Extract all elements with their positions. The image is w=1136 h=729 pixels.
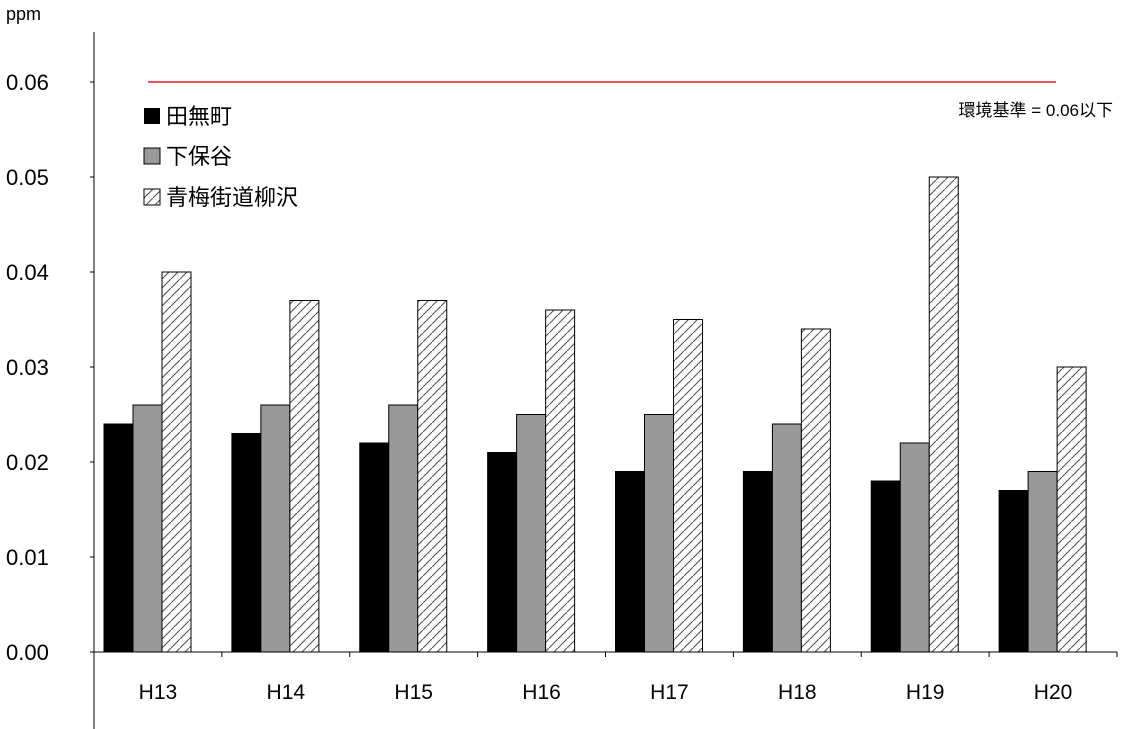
reference-line-label: 環境基準 = 0.06以下 xyxy=(959,101,1113,120)
x-category-label: H17 xyxy=(650,681,689,704)
legend-label-oume-kaido-yanagisawa: 青梅街道柳沢 xyxy=(166,185,298,210)
x-category-label: H13 xyxy=(139,681,178,704)
bar-oume-kaido-yanagisawa xyxy=(161,271,192,653)
y-tick-label: 0.00 xyxy=(6,640,49,665)
x-category-label: H19 xyxy=(906,681,945,704)
x-category-label: H15 xyxy=(394,681,433,704)
bar-tanashi xyxy=(103,423,134,653)
x-category-label: H16 xyxy=(522,681,561,704)
category-labels: H13 H14 H15 H16 H17 H18 H19 H20 xyxy=(139,681,1073,704)
y-tick-label: 0.02 xyxy=(6,450,49,475)
bars xyxy=(103,176,1087,653)
bar-tanashi xyxy=(870,480,901,653)
bar-tanashi xyxy=(359,442,390,653)
bar-shimohoya xyxy=(771,423,802,653)
bar-shimohoya xyxy=(516,414,547,653)
bar-shimohoya xyxy=(260,404,291,653)
bar-shimohoya xyxy=(388,404,419,653)
legend-swatch-shimohoya xyxy=(143,147,161,165)
bar-oume-kaido-yanagisawa xyxy=(800,328,831,653)
x-category-label: H18 xyxy=(778,681,817,704)
legend-swatch-oume-kaido-yanagisawa xyxy=(143,188,161,206)
bar-oume-kaido-yanagisawa xyxy=(673,319,703,653)
bar-oume-kaido-yanagisawa xyxy=(289,300,320,653)
y-tick-label: 0.04 xyxy=(6,260,49,285)
x-category-label: H20 xyxy=(1034,681,1073,704)
legend-label-tanashi: 田無町 xyxy=(166,104,232,129)
y-axis-ticks: 0.00 0.01 0.02 0.03 0.04 0.05 0.06 xyxy=(6,70,94,665)
bar-tanashi xyxy=(231,433,262,653)
bar-shimohoya xyxy=(644,414,674,653)
legend: 田無町 下保谷 青梅街道柳沢 xyxy=(143,104,298,210)
bar-tanashi xyxy=(742,471,773,653)
bar-shimohoya xyxy=(899,442,930,653)
legend-label-shimohoya: 下保谷 xyxy=(166,144,232,169)
bar-shimohoya xyxy=(132,404,163,653)
bar-tanashi xyxy=(487,452,518,653)
x-axis-ticks xyxy=(93,652,1118,657)
y-tick-label: 0.06 xyxy=(6,70,49,95)
y-tick-label: 0.05 xyxy=(6,165,49,190)
y-axis-unit-label: ppm xyxy=(6,4,41,24)
bar-oume-kaido-yanagisawa xyxy=(928,176,959,653)
bar-tanashi xyxy=(998,490,1029,653)
x-category-label: H14 xyxy=(267,681,306,704)
bar-oume-kaido-yanagisawa xyxy=(417,300,448,653)
bar-shimohoya xyxy=(1027,471,1058,653)
bar-oume-kaido-yanagisawa xyxy=(1056,366,1087,653)
y-tick-label: 0.03 xyxy=(6,355,49,380)
legend-swatch-tanashi xyxy=(144,108,160,124)
bar-tanashi xyxy=(615,471,645,653)
y-tick-label: 0.01 xyxy=(6,545,49,570)
bar-oume-kaido-yanagisawa xyxy=(545,309,576,653)
